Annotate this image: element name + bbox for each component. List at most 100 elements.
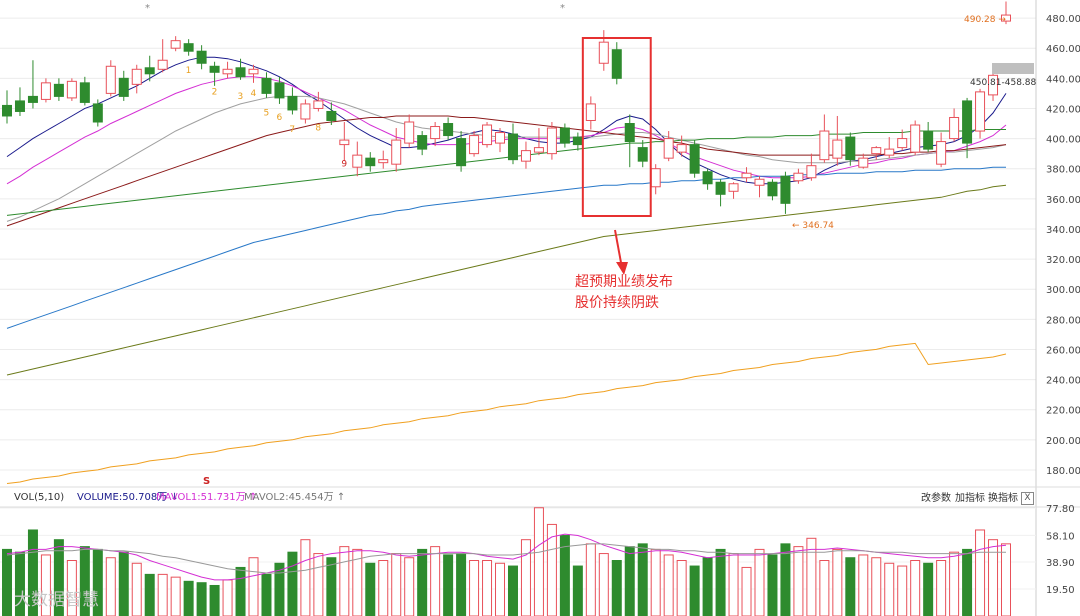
candle-body [689,144,700,174]
add-indicator-button[interactable]: 加指标 [955,489,985,504]
candle-body [92,103,103,123]
volume-bar [53,539,64,616]
edit-params-button[interactable]: 改参数 [921,489,951,504]
volume-bar [767,554,778,616]
volume-bar [676,560,687,616]
close-icon[interactable]: X [1021,492,1034,505]
td-number-label: 3 [238,92,244,102]
candle-body [170,40,181,49]
candle-body [79,82,90,103]
arrow-head [616,262,628,275]
volume-bar [482,560,493,616]
volume-bar [196,582,207,616]
candle-body [365,157,376,167]
volume-bar [2,548,12,616]
candle-body [261,77,272,94]
candle-body [53,83,64,97]
volume-bar [40,554,51,616]
volume-bar [313,553,324,616]
candle-body [222,68,233,75]
candle-body [2,104,12,117]
y-tick-label: 360.00 [1046,195,1080,206]
y-tick-label: 320.00 [1046,255,1080,266]
y-tick-label: 420.00 [1046,104,1080,115]
candle-body [741,172,752,179]
td-number-label: 5 [263,108,269,118]
candle-body [611,49,622,79]
volume-bar [663,554,674,616]
candle-body [105,65,116,94]
td-number-label: 2 [212,87,218,97]
y-tick-label: 340.00 [1046,225,1080,236]
volume-bar [585,543,596,616]
td-number-label: 6 [276,113,282,123]
annotation-line-2: 股价持续阴跌 [575,295,659,311]
volume-bar [611,560,622,616]
candle-body [897,138,908,149]
y-tick-label: 480.00 [1046,14,1080,25]
candle-body [27,95,38,103]
candle-body [157,59,168,70]
candle-body [871,147,882,155]
candle-body [300,103,311,120]
volume-bar [79,546,90,616]
range-marker [992,63,1034,74]
td-number-label: 1 [186,66,192,76]
y-tick-label: 180.00 [1046,466,1080,477]
volume-bar [650,548,661,616]
y-tick-label: 460.00 [1046,44,1080,55]
switch-indicator-button[interactable]: 换指标 [988,489,1018,504]
volume-bar [728,553,739,616]
candle-body [443,123,454,137]
td-number-label: 8 [315,123,321,133]
candle-body [793,172,804,182]
volume-bar [391,553,402,616]
candle-body [923,130,934,150]
candle-body [430,126,441,140]
volume-bar [533,507,544,616]
highlight-box [581,37,652,217]
candle-body [339,139,350,146]
candle-body [884,148,895,156]
volume-bar [637,543,648,616]
y-tick-label: 440.00 [1046,74,1080,85]
low-price-label: ← 346.74 [792,221,834,231]
ma-line [6,129,1006,216]
candle-body [40,82,51,100]
volume-bar [988,539,999,616]
candle-body [650,168,661,188]
volume-bar [897,565,908,616]
candle-body [910,124,921,153]
candle-body [352,154,363,168]
candle-body [378,159,389,164]
candle-body [495,132,506,144]
y-tick-label: 220.00 [1046,406,1080,417]
volume-bar [443,554,454,616]
volume-bar [572,565,583,616]
candle-body [209,65,220,73]
volume-bar [300,539,311,616]
candle-body [754,178,765,186]
volume-bar [209,584,220,616]
volume-bar [559,535,570,616]
volume-bar [923,562,934,616]
mavol2-value: MAVOL2:45.454万 ↑ [244,492,346,503]
candle-body [144,67,155,75]
volume-bar [871,557,882,616]
candle-body [131,68,142,85]
y-tick-label: 200.00 [1046,436,1080,447]
candle-body [962,100,973,144]
volume-bar [624,546,635,616]
candle-body [248,68,259,75]
volume-bar [507,565,518,616]
star-marker: * [145,3,150,14]
volume-bar [430,546,441,616]
volume-bar [546,523,557,616]
volume-bar [845,557,856,616]
volume-bar [352,548,363,616]
volume-header: VOL(5,10) VOLUME:50.708万 ↓ MAVOL1:51.731… [0,489,1080,507]
volume-bar [261,573,272,616]
volume-bar [235,566,246,616]
td-number-label: 4 [251,89,257,99]
